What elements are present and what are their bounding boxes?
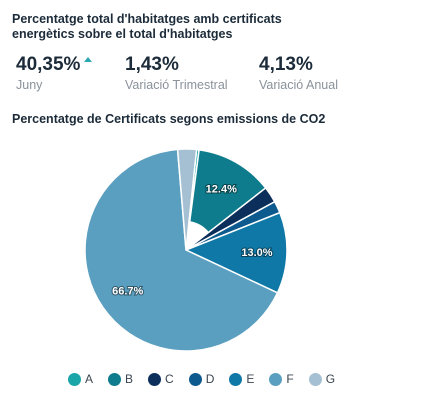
kpi-current-label: Juny (16, 78, 43, 92)
legend-item-b[interactable]: B (108, 372, 133, 386)
legend-swatch (269, 372, 283, 386)
kpi-annual-value: 4,13% (259, 54, 313, 75)
chart-title: Percentatge de Certificats segons emissi… (12, 112, 326, 126)
pie-slice-e[interactable] (184, 211, 288, 294)
legend-swatch (229, 372, 243, 386)
kpi-quarterly-label: Variació Trimestral (125, 78, 228, 92)
pie-slice-g[interactable] (176, 148, 198, 251)
legend-item-e[interactable]: E (229, 372, 254, 386)
kpi-quarterly-value: 1,43% (125, 54, 179, 75)
kpi-current: 40,35% Juny (16, 54, 93, 93)
legend-swatch (108, 372, 122, 386)
kpi-current-value: 40,35% (16, 54, 81, 75)
legend-label: D (205, 372, 215, 386)
kpi-annual: 4,13% Variació Anual (259, 54, 338, 93)
legend-swatch (148, 372, 162, 386)
kpi-quarterly: 1,43% Variació Trimestral (125, 54, 228, 93)
legend-item-a[interactable]: A (68, 372, 93, 386)
kpi-annual-label: Variació Anual (259, 78, 338, 92)
slice-data-label-e: 13.0% (241, 247, 272, 259)
kpi-row: 40,35% Juny 1,43% Variació Trimestral 4,… (16, 54, 426, 98)
legend-label: F (286, 372, 294, 386)
chart-legend: A B C D E F G (68, 370, 350, 388)
pie-slice-b[interactable] (185, 149, 267, 252)
legend-item-f[interactable]: F (269, 372, 294, 386)
slice-data-label-b: 12.4% (206, 183, 237, 195)
kpi-panel-title: Percentatge total d'habitatges amb certi… (12, 12, 282, 41)
kpi-current-value-row: 40,35% (16, 54, 93, 76)
legend-label: B (125, 372, 134, 386)
trend-up-icon (84, 57, 93, 62)
legend-item-c[interactable]: C (148, 372, 174, 386)
legend-label: G (325, 372, 336, 386)
donut-chart: 12.4% 13.0% 66.7% (84, 148, 288, 352)
legend-swatch (68, 372, 81, 386)
slice-data-label-f: 66.7% (112, 286, 143, 298)
legend-item-d[interactable]: D (188, 372, 215, 386)
legend-swatch (308, 372, 322, 386)
pie-slice-f[interactable] (84, 148, 279, 352)
legend-label: A (85, 372, 94, 386)
legend-label: E (246, 372, 255, 386)
legend-swatch (188, 372, 202, 386)
legend-item-g[interactable]: G (308, 372, 336, 386)
legend-label: C (165, 372, 174, 386)
